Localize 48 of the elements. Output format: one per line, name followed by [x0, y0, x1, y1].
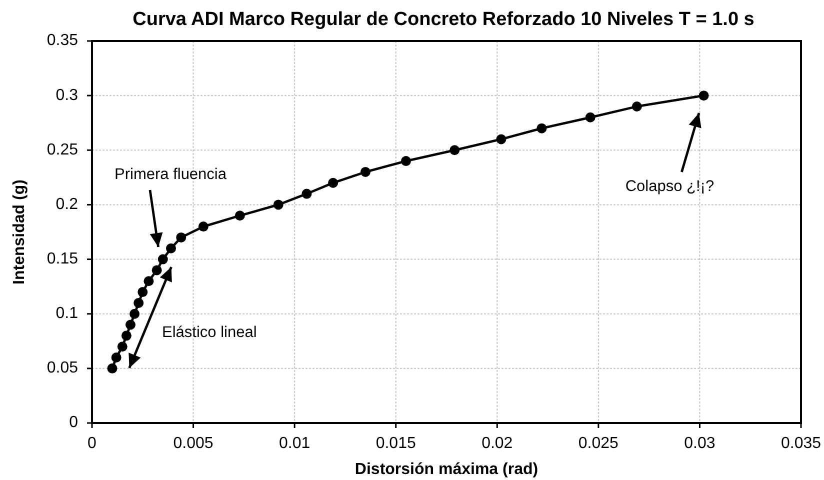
annotation: Primera fluencia [114, 166, 227, 184]
point [302, 188, 312, 199]
y-tick-label: 0.3 [56, 86, 78, 104]
y-tick-label: 0.2 [56, 196, 78, 213]
point [176, 232, 186, 242]
point [585, 112, 596, 122]
point [234, 210, 245, 221]
annotation: Colapso ¿!¡? [625, 178, 714, 196]
point [198, 222, 208, 232]
point [158, 254, 168, 264]
x-axis-title: Distorsión máxima (rad) [354, 461, 538, 478]
point [134, 298, 144, 308]
y-axis-title: Intensidad (g) [11, 180, 28, 284]
x-tick-label: 0.015 [376, 435, 416, 452]
point [273, 200, 284, 210]
chart-title: Curva ADI Marco Regular de Concreto Reforzado 10 Niveles T = 1.0 s [132, 9, 754, 30]
x-tick-label: 0 [88, 435, 97, 452]
y-tick-label: 0.05 [46, 360, 78, 377]
x-tick-label: 0.01 [279, 435, 310, 452]
y-tick-label: 0.25 [46, 141, 78, 158]
x-tick-label: 0.005 [173, 435, 214, 452]
x-tick-label: 0.03 [684, 435, 716, 452]
point [107, 363, 118, 374]
x-tick-label: 0.02 [482, 435, 513, 452]
x-tick-label: 0.035 [780, 435, 822, 452]
point [536, 123, 547, 134]
point [121, 330, 132, 341]
point [400, 156, 411, 166]
point [117, 342, 128, 352]
point [328, 178, 338, 188]
point [450, 145, 460, 156]
point [166, 243, 176, 254]
x-tick-label: 0.025 [578, 435, 619, 452]
point [130, 308, 140, 319]
y-tick-label: 0 [69, 414, 78, 432]
annotation: Elástico lineal [162, 324, 257, 342]
y-tick-label: 0.15 [46, 250, 78, 268]
point [360, 166, 370, 177]
point [144, 276, 154, 286]
point [632, 101, 642, 112]
point [125, 320, 136, 330]
point [138, 287, 148, 298]
point [152, 265, 162, 276]
y-tick-label: 0.35 [46, 32, 78, 50]
point [496, 134, 506, 144]
point [111, 352, 122, 363]
y-tick-label: 0.1 [56, 305, 78, 322]
point [698, 90, 709, 101]
